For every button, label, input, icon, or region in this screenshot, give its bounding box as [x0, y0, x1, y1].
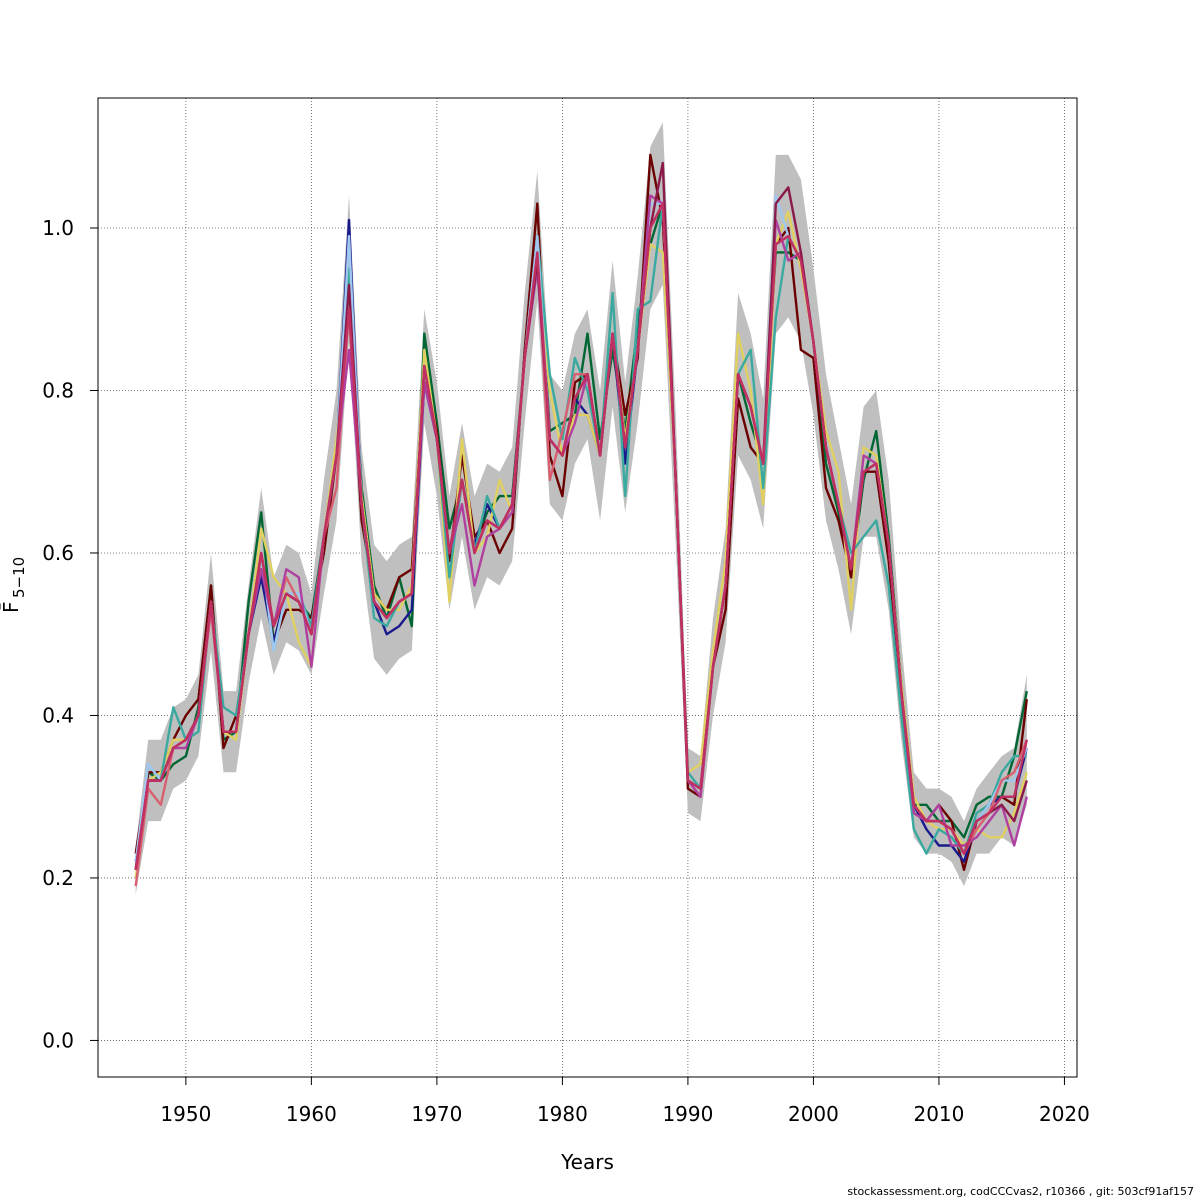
footer-note: stockassessment.org, codCCCvas2, r10366 …	[847, 1185, 1194, 1198]
series-line-5	[134, 202, 1027, 870]
x-tick-label: 1990	[662, 1102, 713, 1126]
y-axis-title-main: F̄	[0, 601, 23, 613]
y-tick-label: 0.0	[42, 1028, 74, 1052]
series-line-1	[134, 202, 1028, 870]
y-axis-title-subscript: 5−10	[10, 557, 28, 598]
gridlines	[98, 98, 1077, 1077]
x-axis: 1950 1960 1970 1980 1990 2000 2010 2020	[160, 1076, 1090, 1126]
x-tick-label: 1950	[160, 1102, 211, 1126]
x-tick-label: 1970	[411, 1102, 462, 1126]
x-axis-title: Years	[560, 1150, 614, 1174]
x-tick-label: 1980	[537, 1102, 588, 1126]
y-tick-label: 0.6	[42, 541, 74, 565]
plot-frame	[97, 97, 1078, 1078]
y-tick-label: 0.8	[42, 378, 74, 402]
y-tick-label: 1.0	[42, 216, 74, 240]
series-line-8	[134, 194, 1028, 870]
series-line-10	[134, 202, 1028, 870]
series-line-9	[134, 161, 1028, 870]
series-line-2	[134, 153, 1028, 871]
series-line-6	[134, 194, 1028, 862]
y-axis-title: F̄ 5−10	[0, 557, 28, 613]
y-tick-label: 0.2	[42, 866, 74, 890]
y-tick-label: 0.4	[42, 703, 74, 727]
confidence-band	[135, 122, 1027, 895]
x-tick-label: 2010	[913, 1102, 964, 1126]
series-line-3	[134, 202, 1028, 863]
series-lines	[134, 153, 1028, 887]
x-tick-label: 2000	[788, 1102, 839, 1126]
x-tick-label: 2020	[1039, 1102, 1090, 1126]
x-tick-label: 1960	[286, 1102, 337, 1126]
y-axis: 0.0 0.2 0.4 0.6 0.8 1.0	[42, 216, 98, 1052]
